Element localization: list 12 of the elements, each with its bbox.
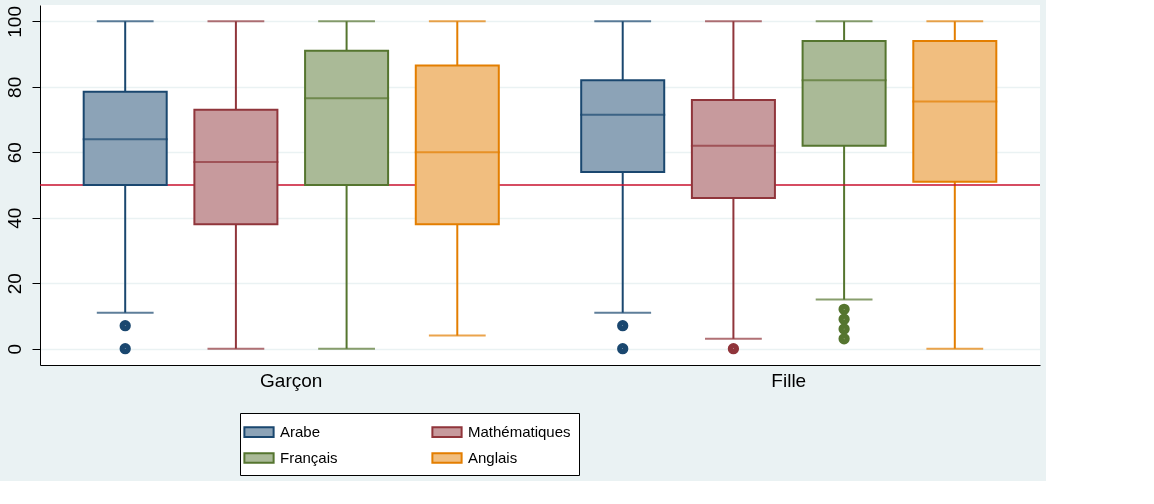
legend-label: Français [280, 449, 338, 466]
y-tick-label: 100 [3, 6, 25, 38]
y-tick-label: 60 [3, 142, 25, 164]
legend-label: Arabe [280, 423, 321, 441]
x-tick-label: Fille [771, 369, 807, 391]
legend-label: Mathématiques [468, 423, 571, 441]
y-tick-label: 80 [3, 76, 25, 98]
y-tick-label: 0 [3, 343, 25, 355]
y-tick-label: 20 [3, 273, 25, 295]
legend-label: Anglais [468, 449, 518, 466]
x-tick-label: Garçon [260, 369, 323, 391]
y-tick-label: 40 [3, 207, 25, 229]
